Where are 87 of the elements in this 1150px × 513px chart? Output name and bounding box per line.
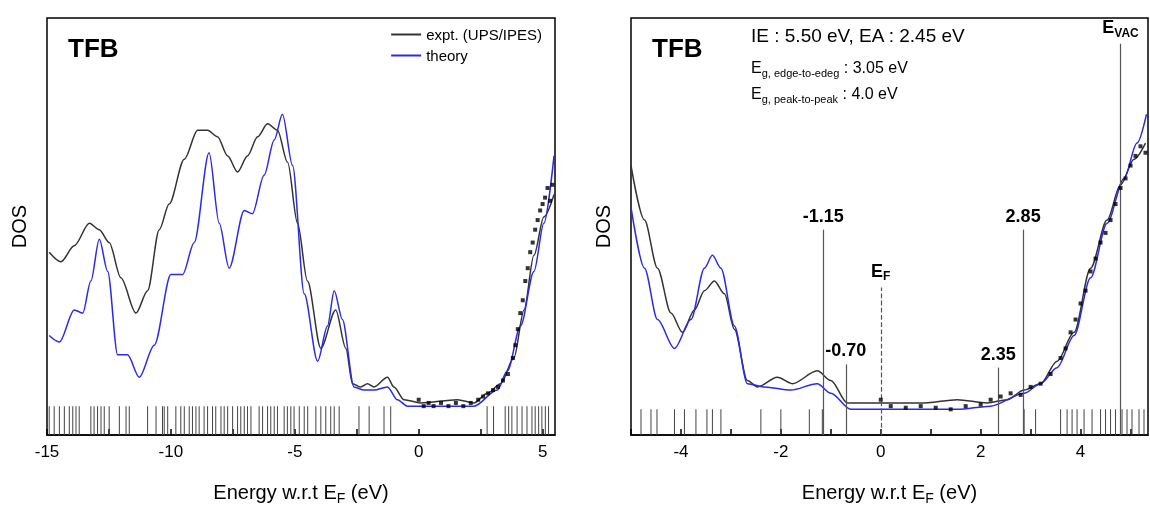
point xyxy=(903,405,908,410)
point xyxy=(933,405,938,410)
point xyxy=(1073,317,1078,322)
point xyxy=(535,218,540,223)
x-tick-label: 0 xyxy=(876,442,886,461)
x-tick-label: 4 xyxy=(1075,442,1086,461)
point xyxy=(505,372,510,377)
point xyxy=(476,397,481,402)
point xyxy=(421,404,426,409)
point xyxy=(1028,384,1033,389)
point xyxy=(538,208,543,213)
point xyxy=(446,404,451,409)
point xyxy=(1098,240,1103,245)
point xyxy=(1128,163,1133,168)
x-tick-label: -5 xyxy=(287,442,303,461)
point xyxy=(486,391,491,396)
point xyxy=(426,400,431,405)
point xyxy=(918,404,923,409)
x-tick-label: -10 xyxy=(158,442,184,461)
point xyxy=(1123,176,1128,181)
point xyxy=(543,195,548,200)
y-axis-title: DOS xyxy=(8,204,30,249)
point xyxy=(998,394,1003,399)
point xyxy=(439,400,444,405)
point xyxy=(1143,150,1148,155)
point xyxy=(1133,153,1138,158)
point xyxy=(1088,269,1093,274)
point xyxy=(978,402,983,407)
point xyxy=(528,250,533,255)
point xyxy=(533,227,538,232)
point xyxy=(431,404,436,409)
point xyxy=(948,407,953,412)
point xyxy=(530,240,535,245)
point xyxy=(515,327,520,332)
point xyxy=(523,279,528,284)
point xyxy=(481,394,486,399)
point xyxy=(416,397,421,402)
x-tick-label: 0 xyxy=(413,442,424,461)
point xyxy=(461,404,466,409)
point xyxy=(1018,392,1023,397)
point xyxy=(1063,346,1068,351)
point xyxy=(963,404,968,409)
chart-title: TFB xyxy=(68,33,119,63)
point xyxy=(453,400,458,405)
point xyxy=(520,298,525,303)
x-tick-label: 5 xyxy=(537,442,548,461)
point xyxy=(1008,391,1013,396)
point xyxy=(1068,330,1073,335)
point xyxy=(988,397,993,402)
annotation: 2.85 xyxy=(1005,205,1041,226)
point xyxy=(540,202,545,207)
point xyxy=(1058,356,1063,361)
chart-title: TFB xyxy=(652,33,703,63)
point xyxy=(496,384,500,389)
text: IE : 5.50 eV, EA : 2.45 eV xyxy=(751,25,966,46)
point xyxy=(1108,218,1113,223)
point xyxy=(1083,288,1088,293)
point xyxy=(1118,186,1123,191)
point xyxy=(525,266,530,271)
point xyxy=(1103,230,1108,235)
point xyxy=(548,198,553,203)
x-tick-label: -4 xyxy=(673,442,689,461)
point xyxy=(1138,144,1143,149)
point xyxy=(468,400,473,405)
y-axis-title: DOS xyxy=(592,204,614,249)
point xyxy=(550,182,555,187)
point xyxy=(545,186,550,191)
point xyxy=(888,404,893,409)
point xyxy=(1093,256,1098,261)
point xyxy=(1113,202,1118,207)
point xyxy=(500,378,505,383)
x-tick-label: -2 xyxy=(773,442,789,461)
legend-label: expt. (UPS/IPES) xyxy=(426,26,543,43)
point xyxy=(1048,372,1053,377)
point xyxy=(518,311,523,316)
point xyxy=(1038,381,1043,386)
x-tick-label: 2 xyxy=(975,442,986,461)
annotation: -1.15 xyxy=(802,205,844,226)
point xyxy=(510,356,515,361)
x-tick-label: -15 xyxy=(34,442,60,461)
point xyxy=(1078,301,1083,306)
legend-label: theory xyxy=(426,47,469,64)
point xyxy=(878,397,883,402)
point xyxy=(491,388,496,393)
point xyxy=(513,343,518,348)
annotation: -0.70 xyxy=(825,340,867,361)
annotation: 2.35 xyxy=(980,343,1016,364)
